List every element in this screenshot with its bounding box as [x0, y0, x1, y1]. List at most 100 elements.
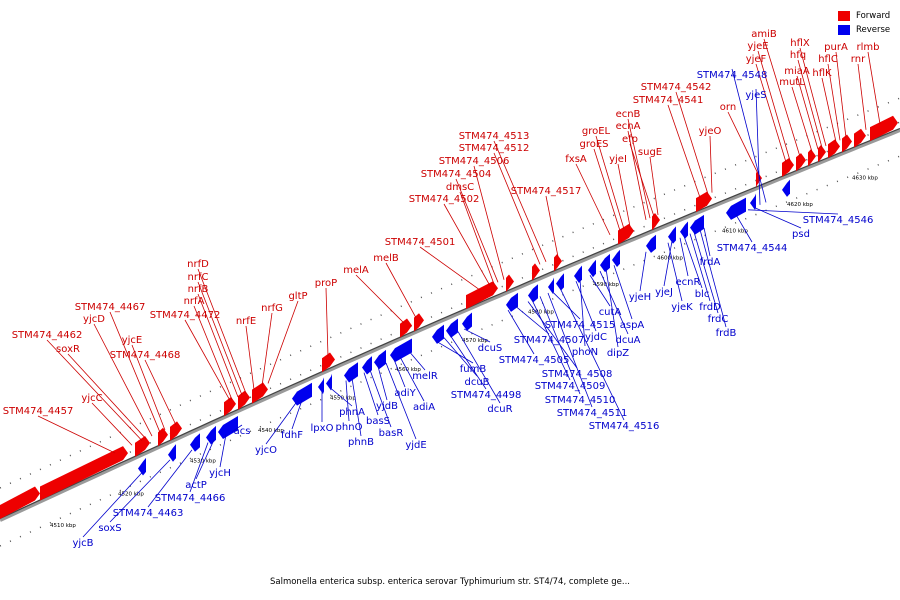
gene-label: STM474_4466	[155, 493, 226, 504]
gene-label: hflK	[812, 68, 832, 79]
gene-leader-line	[197, 281, 243, 396]
gene-leader-line	[679, 237, 689, 277]
gene-leader-line	[731, 68, 767, 203]
gene-label: adiY	[394, 388, 416, 399]
gene-leader-line	[219, 434, 227, 468]
forward-gene-arrow	[854, 128, 866, 148]
gene-leader-line	[757, 50, 791, 161]
gene-label: STM474_4462	[12, 330, 83, 341]
gene-label: yjcD	[83, 314, 105, 325]
gene-leader-line	[593, 148, 621, 231]
gene-leader-line	[385, 362, 417, 440]
gene-label: amiB	[751, 29, 777, 40]
reverse-gene-arrow	[168, 444, 176, 462]
legend-forward: Forward	[838, 9, 890, 23]
gene-label: fxsA	[565, 154, 587, 165]
gene-leader-line	[399, 356, 425, 402]
tick-label: 4580 kbp	[528, 309, 554, 315]
gene-label: STM474_4509	[535, 381, 606, 392]
gene-leader-line	[575, 163, 611, 236]
gene-label: fdhF	[281, 430, 303, 441]
gene-label: ecnA	[616, 121, 641, 132]
gene-label: blc	[695, 289, 710, 300]
forward-gene-arrow	[532, 263, 540, 281]
forward-gene-arrow	[0, 486, 40, 519]
gene-leader-line	[507, 309, 535, 355]
backbone-shadow	[0, 128, 900, 522]
gene-label: STM474_4457	[3, 406, 74, 417]
gene-label: soxS	[98, 523, 121, 534]
gene-leader-line	[493, 152, 541, 265]
gene-leader-line	[755, 88, 761, 205]
gene-label: adiA	[413, 402, 435, 413]
gene-leader-line	[355, 274, 405, 324]
forward-gene-arrow	[554, 254, 562, 272]
gene-label: melA	[343, 265, 369, 276]
tick-label: 4520 kbp	[118, 492, 144, 498]
tick-label: 4630 kbp	[852, 175, 878, 181]
gene-leader-line	[147, 449, 193, 508]
gene-label: phoN	[572, 347, 598, 358]
gene-label: yjeF	[746, 54, 767, 65]
forward-gene-arrow	[652, 213, 660, 231]
gene-label: STM474_4498	[451, 390, 522, 401]
gene-label: soxR	[56, 344, 80, 355]
reverse-gene-arrow	[668, 226, 676, 244]
gene-label: dcuR	[487, 404, 512, 415]
gene-leader-line	[599, 270, 629, 335]
gene-leader-line	[797, 59, 823, 148]
gene-leader-line	[369, 369, 392, 428]
gene-label: miaA	[784, 66, 810, 77]
gene-label: STM474_4504	[421, 169, 492, 180]
gene-leader-line	[545, 195, 559, 257]
gene-leader-line	[193, 305, 233, 400]
gene-leader-line	[627, 130, 647, 220]
reverse-gene-arrow	[292, 382, 312, 406]
reverse-gene-arrow	[506, 292, 518, 312]
tick-label: 4570 kbp	[462, 338, 488, 344]
gene-label: yjcB	[72, 538, 93, 549]
gene-leader-line	[189, 442, 209, 493]
reverse-gene-arrow	[218, 415, 238, 440]
forward-gene-arrow	[158, 427, 168, 447]
gene-leader-line	[791, 86, 813, 152]
reverse-gene-arrow	[390, 338, 412, 363]
gene-label: groEL	[582, 126, 611, 137]
gene-leader-line	[857, 63, 867, 130]
gene-leader-line	[703, 227, 711, 257]
gene-leader-line	[613, 265, 633, 320]
gene-leader-line	[245, 325, 255, 390]
reverse-gene-arrow	[726, 197, 746, 220]
gene-leader-line	[459, 191, 495, 285]
gene-leader-line	[93, 323, 153, 437]
gene-leader-line	[821, 77, 837, 143]
gene-label: melB	[373, 253, 399, 264]
gene-leader-line	[91, 402, 133, 446]
gene-leader-line	[629, 143, 655, 217]
gene-label: aspA	[620, 320, 645, 331]
reverse-gene-arrow	[432, 324, 444, 344]
gene-label: nrfA	[184, 296, 205, 307]
gene-leader-line	[709, 135, 713, 193]
gene-leader-line	[265, 402, 297, 445]
gene-leader-line	[261, 312, 273, 387]
gene-label: STM474_4516	[589, 421, 660, 432]
gene-leader-line	[827, 63, 841, 141]
gene-leader-line	[419, 246, 481, 291]
gene-label: phnO	[336, 422, 363, 433]
backbone-line	[0, 127, 900, 520]
gene-leader-line	[663, 241, 673, 287]
tick-label: 4600 kbp	[657, 255, 683, 261]
legend: Forward Reverse	[838, 9, 890, 37]
gene-label: hflX	[790, 38, 810, 49]
gene-label: yjcH	[209, 468, 231, 479]
forward-gene-arrow	[828, 139, 840, 159]
reverse-gene-arrow	[362, 356, 372, 375]
gene-leader-line	[699, 229, 727, 328]
reverse-gene-arrow	[680, 221, 688, 239]
gene-leader-line	[144, 359, 177, 426]
gene-label: yjeE	[747, 41, 768, 52]
gene-label: STM474_4512	[459, 143, 530, 154]
gene-label: STM474_4511	[557, 408, 628, 419]
